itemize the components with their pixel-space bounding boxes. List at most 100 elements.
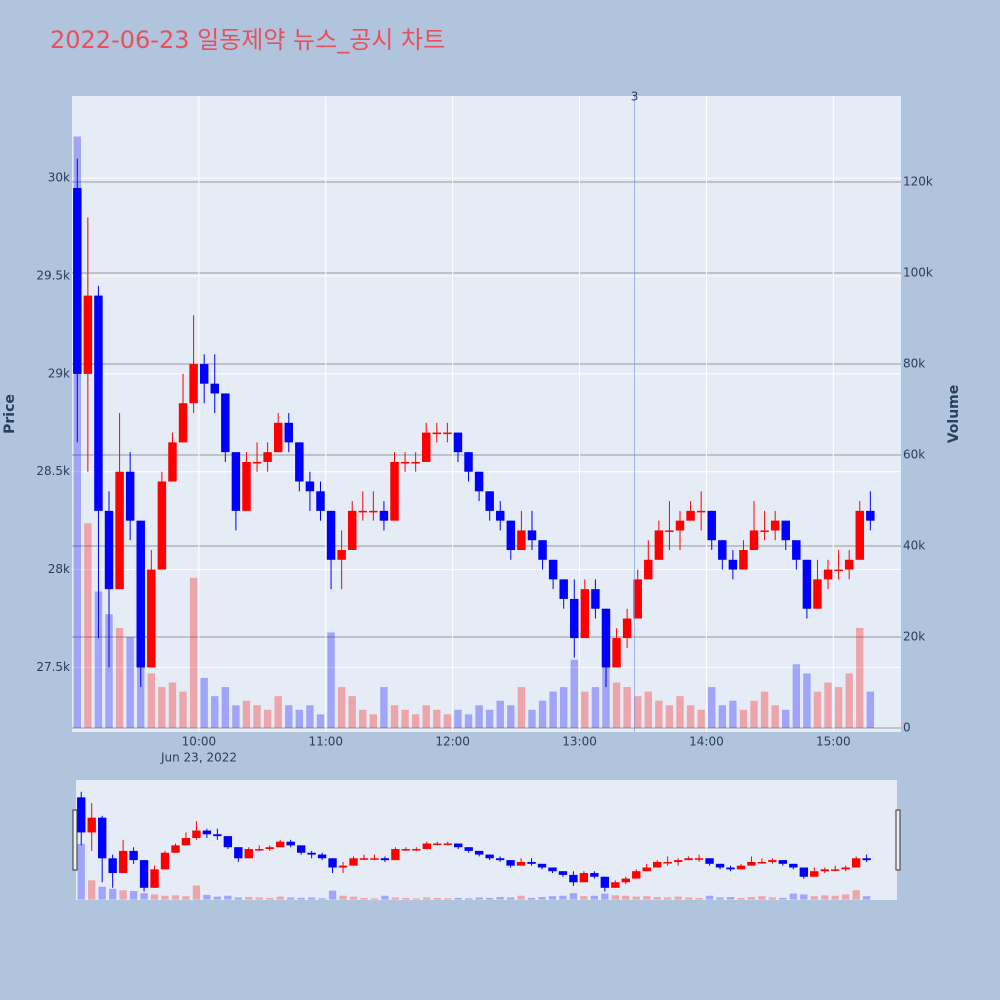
volume-bar [339, 895, 347, 900]
candle-body [612, 638, 621, 668]
volume-bar [496, 897, 504, 900]
volume-bar [611, 895, 619, 900]
candle-body [632, 871, 641, 879]
annotation-label: 3 [631, 90, 639, 104]
volume-bar [601, 893, 609, 900]
volume-bar [360, 897, 368, 900]
volume-bar [569, 893, 578, 900]
volume-bar [211, 696, 219, 728]
candle-body [242, 461, 251, 511]
candle-body [443, 432, 452, 435]
volume-bar [559, 687, 568, 728]
volume-bar [496, 700, 504, 728]
candle-body [178, 403, 188, 443]
volume-bar [570, 659, 578, 728]
y2-tick-label: 20k [903, 629, 925, 643]
candle-body [401, 849, 411, 851]
candle-body [665, 530, 674, 532]
candle-body [495, 858, 505, 861]
volume-bar [348, 696, 356, 728]
volume-bar [295, 709, 304, 728]
x-tick-label: 14:00 [689, 735, 724, 749]
candle-body [516, 861, 526, 866]
volume-bar [213, 896, 222, 900]
volume-bar [634, 696, 642, 728]
candle-body [199, 364, 209, 384]
volume-bar [789, 893, 797, 900]
volume-bar [643, 896, 651, 900]
volume-bar [307, 897, 316, 900]
candle-body [654, 530, 664, 560]
volume-bar [316, 714, 325, 728]
candle-body [580, 589, 590, 639]
candle-body [379, 510, 389, 521]
volume-bar [137, 659, 145, 728]
candle-body [255, 849, 264, 851]
volume-bar [276, 896, 284, 900]
candle-body [862, 858, 871, 861]
candle-body [454, 843, 463, 848]
range-handle[interactable] [895, 809, 901, 871]
candle-body [621, 878, 630, 883]
candle-body [83, 295, 93, 374]
candle-body [168, 442, 177, 482]
range-handle[interactable] [72, 809, 78, 871]
candle-body [834, 569, 843, 572]
volume-bar [274, 696, 282, 728]
candle-body [265, 847, 274, 850]
candle-body [527, 530, 537, 541]
volume-bar [665, 705, 674, 728]
volume-bar [381, 895, 389, 900]
volume-bar [263, 709, 272, 728]
candle-body [316, 491, 325, 511]
volume-bar [402, 897, 410, 900]
volume-bar [285, 705, 293, 728]
volume-bar [433, 709, 441, 728]
volume-bar [623, 687, 631, 728]
candle-body [792, 540, 801, 560]
candle-body [326, 510, 336, 560]
candle-body [802, 559, 812, 609]
candle-body [579, 873, 589, 883]
x-tick-label: 13:00 [562, 735, 597, 749]
volume-bar [98, 886, 106, 900]
candle-body [73, 187, 82, 374]
y2-axis-title: Volume [946, 385, 962, 444]
candle-body [263, 452, 272, 462]
volume-bar [359, 709, 367, 728]
candle-body [686, 510, 695, 521]
candle-body [485, 854, 494, 859]
volume-bar [161, 895, 169, 900]
candle-body [736, 865, 746, 870]
volume-bar [676, 696, 684, 728]
y-axis-title: Price [2, 394, 18, 434]
volume-bar [729, 700, 737, 728]
candle-body [359, 858, 369, 860]
plot-layer: 27.5k 28k 28.5k 29k 29.5k 30k 0 20k 40k 60k 80k 100… [36, 90, 933, 900]
candle-body [696, 510, 706, 513]
candle-body [118, 850, 128, 874]
range-slider[interactable] [76, 780, 897, 900]
volume-bar [718, 705, 727, 728]
candle-body [147, 569, 156, 668]
volume-bar [119, 890, 127, 900]
volume-bar [423, 897, 431, 900]
candle-body [633, 579, 642, 619]
candle-body [305, 481, 315, 492]
volume-bar [549, 691, 557, 728]
volume-bar [192, 885, 201, 900]
candle-body [87, 817, 96, 833]
candle-body [223, 836, 233, 848]
volume-bar [105, 614, 113, 728]
volume-bar [824, 682, 832, 728]
y-tick-label: 30k [48, 171, 70, 185]
volume-bar [411, 714, 420, 728]
candle-body [591, 589, 600, 609]
candle-body [739, 550, 748, 570]
candle-body [328, 858, 337, 868]
volume-bar [779, 897, 787, 900]
candle-body [125, 471, 135, 521]
volume-bar [771, 705, 779, 728]
candle-body [537, 863, 547, 868]
candle-body [538, 540, 547, 560]
